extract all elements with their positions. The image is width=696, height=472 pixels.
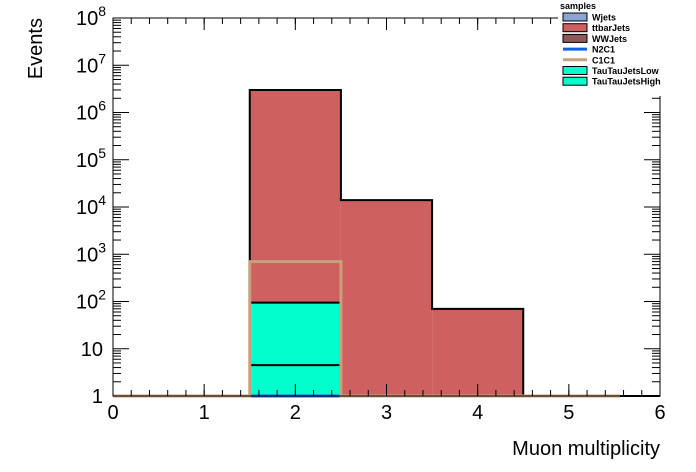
legend-entries: WjetsttbarJetsWWJetsN2C1C1C1TauTauJetsLo… <box>562 12 661 87</box>
y-tick-label: 104 <box>76 192 106 219</box>
y-axis-title: Events <box>25 18 47 79</box>
legend-label-wwjets: WWJets <box>592 34 627 44</box>
legend-label-tautaujetshigh: TauTauJetsHigh <box>592 77 661 87</box>
y-tick-label: 1 <box>92 386 103 408</box>
y-tick-label: 10 <box>81 339 103 361</box>
x-tick-label: 4 <box>472 402 483 424</box>
legend-label-wjets: Wjets <box>592 13 616 23</box>
legend-title: samples <box>560 1 596 11</box>
histogram-bars <box>113 88 660 397</box>
x-tick-label: 6 <box>654 402 665 424</box>
legend-swatch-tautaujetshigh <box>562 76 588 86</box>
y-axis-ticks: 1 10 102 103 104 105 106 107 108 <box>76 3 660 408</box>
y-tick-label: 108 <box>76 3 106 30</box>
legend-swatch-tautaujetslow <box>562 66 588 75</box>
x-axis-ticks: 0 1 2 3 4 5 6 <box>107 18 666 424</box>
legend-label-n2c1: N2C1 <box>592 45 615 55</box>
x-tick-label: 5 <box>563 402 574 424</box>
bar-ttbarjets-bin-3 <box>432 308 524 396</box>
legend-swatch-wwjets <box>562 33 588 43</box>
legend-label-c1c1: C1C1 <box>592 55 615 65</box>
x-tick-label: 2 <box>290 402 301 424</box>
x-tick-label: 3 <box>381 402 392 424</box>
legend-swatch-wjets <box>562 12 588 22</box>
y-tick-label: 106 <box>76 98 106 125</box>
x-tick-label: 1 <box>199 402 210 424</box>
legend-label-tautaujetslow: TauTauJetsLow <box>592 66 660 76</box>
x-axis-title: Muon multiplicity <box>512 438 660 460</box>
bar-ttbarjets-bin-2 <box>340 200 433 396</box>
y-tick-label: 102 <box>76 287 106 314</box>
y-tick-label: 107 <box>76 50 106 77</box>
x-tick-label: 0 <box>107 402 118 424</box>
legend: samples WjetsttbarJetsWWJetsN2C1C1C1TauT… <box>558 0 682 96</box>
y-tick-label: 103 <box>76 239 106 266</box>
y-tick-label: 105 <box>76 145 106 172</box>
legend-label-ttbarjets: ttbarJets <box>592 23 630 33</box>
legend-swatch-ttbarjets <box>562 23 588 33</box>
